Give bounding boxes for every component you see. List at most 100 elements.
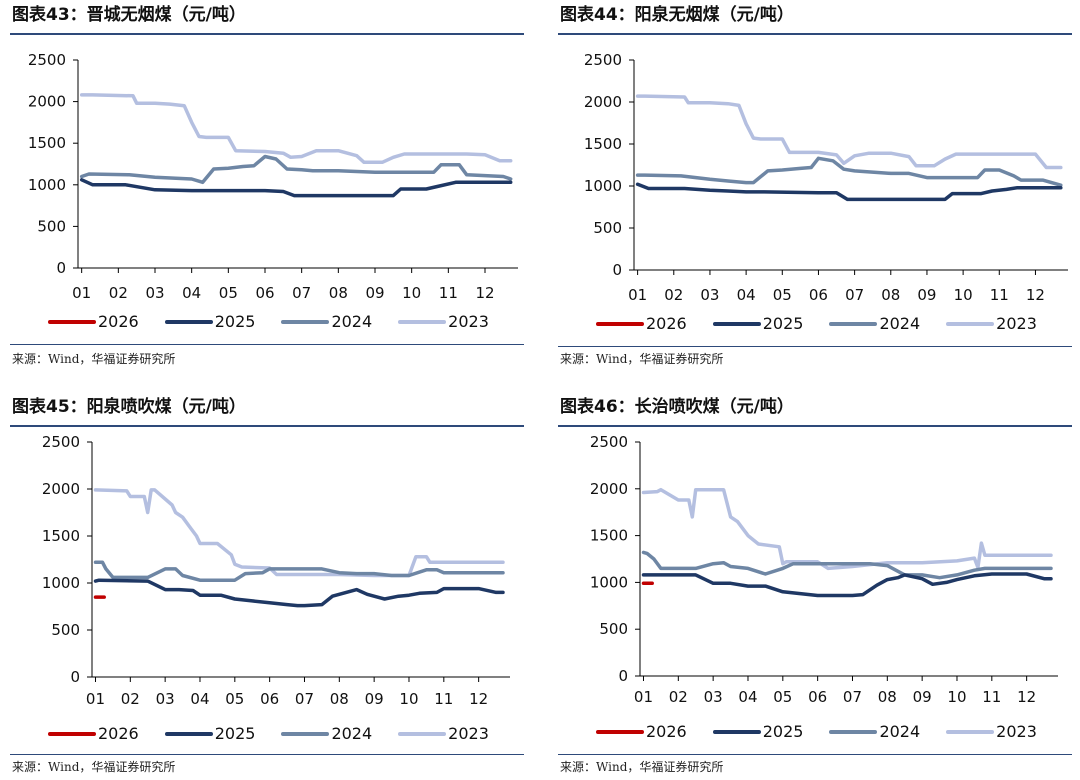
x-tick-label: 11 (434, 690, 453, 708)
x-tick-label: 06 (809, 286, 828, 304)
x-tick-label: 09 (365, 284, 384, 302)
x-tick-label: 08 (329, 284, 348, 302)
x-tick-label: 11 (990, 286, 1009, 304)
chart-title: 图表45：阳泉喷吹煤（元/吨） (12, 397, 246, 417)
legend-item-2025: 2025 (164, 312, 256, 331)
source-note: 来源：Wind，华福证券研究所 (12, 352, 176, 366)
legend-swatch (829, 729, 878, 734)
y-tick-label: 2500 (590, 433, 628, 451)
source-divider (10, 754, 524, 755)
x-tick-label: 05 (773, 688, 792, 706)
x-tick-label: 01 (628, 286, 647, 304)
source-divider (558, 346, 1072, 347)
legend-item-2023: 2023 (946, 314, 1037, 333)
legend-label: 2024 (331, 312, 373, 331)
legend-label: 2025 (762, 722, 804, 741)
y-tick-label: 1000 (584, 177, 622, 195)
chart-panel-43: 图表43：晋城无烟煤（元/吨） 0 500 1000 1500 2000 2500 01 02… (10, 0, 524, 380)
legend-label: 2023 (996, 314, 1037, 333)
x-tick-label: 04 (190, 690, 209, 708)
legend-item-2023: 2023 (398, 312, 489, 331)
y-tick-label: 1000 (42, 574, 80, 592)
y-tick-label: 2000 (28, 93, 66, 111)
legend-label: 2025 (214, 724, 256, 743)
series-line-2024 (641, 550, 1053, 580)
legend-item-2025: 2025 (712, 314, 804, 333)
legend-label: 2026 (646, 722, 687, 741)
y-tick-label: 1500 (42, 527, 80, 545)
legend-label: 2024 (879, 314, 921, 333)
x-tick-label: 08 (881, 286, 900, 304)
chart-panel-46: 图表46：长治喷吹煤（元/吨） 0 500 1000 1500 2000 2500 01 02… (558, 392, 1072, 780)
x-tick-label: 04 (182, 284, 201, 302)
y-tick-label: 500 (51, 621, 80, 639)
x-tick-label: 07 (295, 690, 314, 708)
chart-legend: 2026 2025 2024 2023 (48, 312, 515, 331)
x-tick-label: 11 (439, 284, 458, 302)
y-tick-label: 1500 (28, 134, 66, 152)
title-divider (558, 425, 1072, 427)
series-line-2023 (635, 94, 1063, 170)
x-tick-label: 12 (475, 284, 494, 302)
legend-swatch (281, 731, 330, 736)
legend-label: 2025 (214, 312, 256, 331)
source-divider (10, 344, 524, 345)
series-line-2024 (93, 560, 505, 582)
legend-swatch (281, 319, 330, 324)
legend-label: 2026 (646, 314, 687, 333)
x-tick-label: 05 (219, 284, 238, 302)
x-tick-label: 06 (255, 284, 274, 302)
x-tick-label: 06 (808, 688, 827, 706)
x-tick-label: 04 (737, 286, 756, 304)
legend-item-2024: 2024 (281, 312, 372, 331)
legend-label: 2025 (762, 314, 804, 333)
x-tick-label: 12 (1026, 286, 1045, 304)
legend-swatch (164, 319, 213, 324)
legend-item-2023: 2023 (946, 722, 1037, 741)
legend-swatch (596, 729, 644, 734)
y-tick-label: 2000 (584, 93, 622, 111)
x-tick-label: 10 (954, 286, 973, 304)
legend-item-2024: 2024 (829, 722, 920, 741)
x-tick-label: 10 (399, 690, 418, 708)
x-tick-label: 05 (773, 286, 792, 304)
x-tick-label: 09 (917, 286, 936, 304)
legend-item-2026: 2026 (596, 314, 687, 333)
x-tick-label: 07 (843, 688, 862, 706)
legend-item-2026: 2026 (48, 724, 139, 743)
x-tick-label: 08 (878, 688, 897, 706)
y-tick-label: 0 (612, 261, 622, 279)
legend-item-2025: 2025 (164, 724, 256, 743)
series-line-2023 (93, 488, 505, 578)
x-tick-label: 01 (72, 284, 91, 302)
x-tick-label: 07 (292, 284, 311, 302)
chart-title: 图表44：阳泉无烟煤（元/吨） (560, 5, 794, 25)
legend-swatch (48, 731, 96, 736)
y-tick-label: 500 (593, 219, 622, 237)
series-line-2024 (79, 154, 513, 185)
line-chart: 0 500 1000 1500 2000 2500 01 02 03 04 05 06 07 08 09 10… (584, 51, 1068, 304)
title-divider (10, 425, 524, 427)
series-line-2023 (641, 487, 1053, 571)
chart-title: 图表43：晋城无烟煤（元/吨） (12, 5, 246, 25)
legend-swatch (398, 731, 447, 736)
y-tick-label: 1500 (590, 527, 628, 545)
legend-swatch (398, 319, 447, 324)
x-tick-label: 11 (982, 688, 1001, 706)
series-line-2023 (79, 93, 513, 165)
x-tick-label: 03 (704, 688, 723, 706)
series-line-2025 (93, 578, 505, 608)
legend-swatch (596, 321, 644, 326)
x-tick-label: 02 (109, 284, 128, 302)
legend-item-2023: 2023 (398, 724, 489, 743)
legend-label: 2023 (448, 724, 489, 743)
title-divider (558, 33, 1072, 35)
legend-item-2026: 2026 (596, 722, 687, 741)
line-chart: 0 500 1000 1500 2000 2500 01 02 03 04 05 06 07 08 09 10… (42, 433, 510, 708)
x-tick-label: 01 (86, 690, 105, 708)
line-chart: 0 500 1000 1500 2000 2500 01 02 03 04 05 06 07 08 09 10… (590, 433, 1058, 706)
legend-label: 2024 (331, 724, 373, 743)
y-tick-label: 0 (56, 259, 66, 277)
x-tick-label: 04 (738, 688, 757, 706)
source-note: 来源：Wind，华福证券研究所 (12, 760, 176, 774)
